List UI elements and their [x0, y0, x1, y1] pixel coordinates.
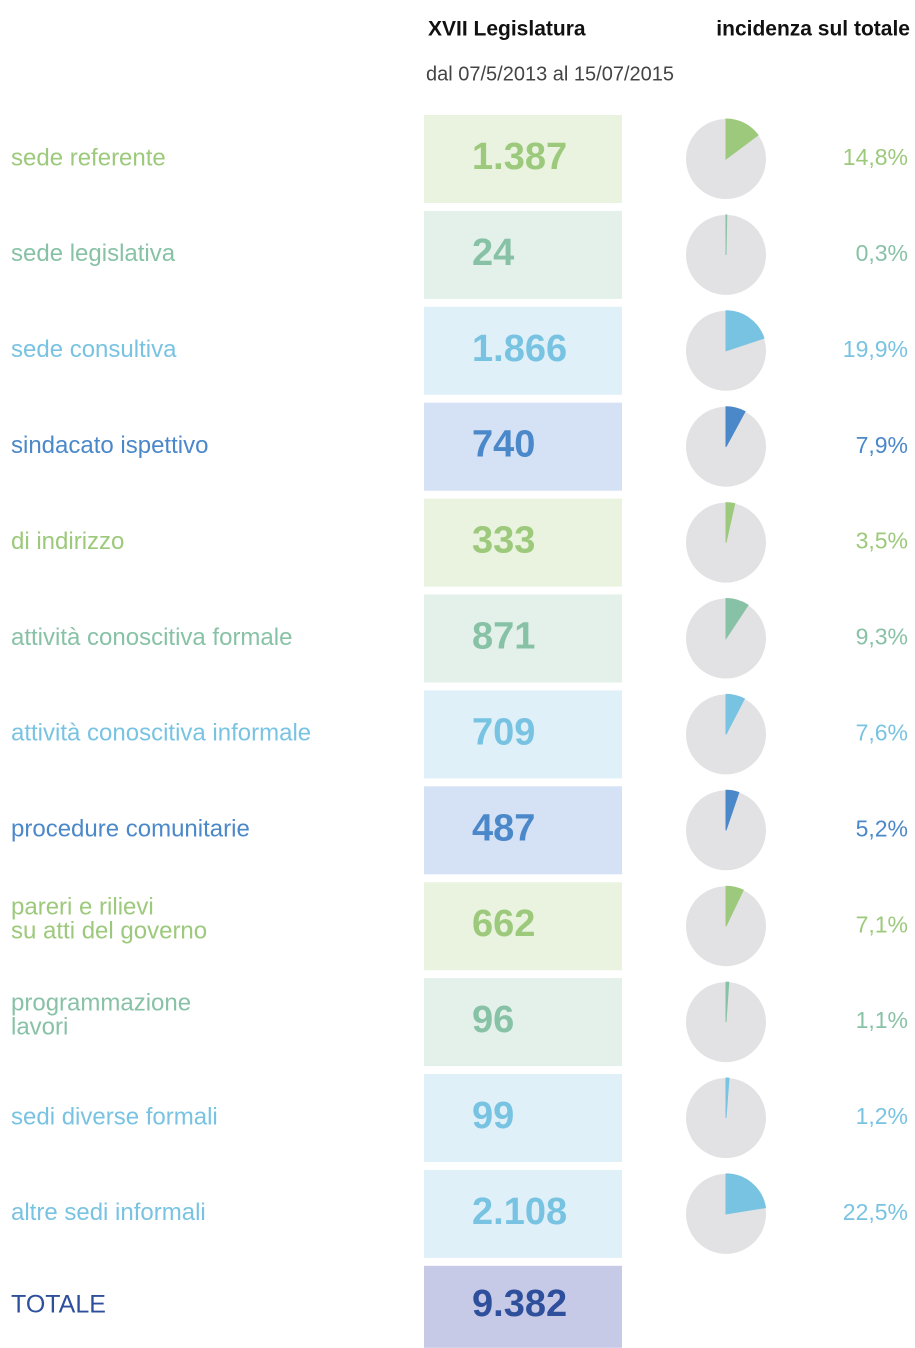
share-label: 1,1%	[856, 1007, 908, 1033]
count-box	[424, 882, 622, 971]
pie-slice	[725, 310, 765, 352]
pie-slice	[725, 789, 740, 831]
row-label: sede consultiva	[11, 336, 177, 363]
count-box	[424, 1074, 622, 1162]
row-label: programmazione	[11, 989, 191, 1016]
share-label: 5,2%	[856, 815, 908, 841]
count: 487	[472, 807, 535, 849]
pie-slice	[725, 1173, 767, 1215]
share-title: incidenza sul totale	[716, 18, 910, 41]
share-label: 19,9%	[843, 336, 908, 362]
pie-slice	[725, 118, 759, 160]
count-box	[424, 115, 622, 203]
count-box	[424, 978, 622, 1067]
pie-slice	[725, 1077, 730, 1119]
row-label: sindacato ispettivo	[11, 432, 208, 459]
pie-slice	[725, 981, 730, 1023]
count: 333	[472, 520, 535, 562]
count-box	[424, 306, 622, 395]
count: 2.108	[472, 1191, 567, 1233]
total-count: 9.382	[472, 1283, 567, 1325]
row-label: attività conoscitiva informale	[11, 720, 311, 747]
share-label: 7,1%	[856, 911, 908, 937]
row-label: lavori	[11, 1013, 68, 1040]
row-label: di indirizzo	[11, 528, 124, 555]
row-label: pareri e rilievi	[11, 894, 154, 921]
pie-slice	[725, 502, 736, 543]
share-label: 14,8%	[843, 144, 908, 170]
row-label: sede legislativa	[11, 240, 176, 267]
period: dal 07/5/2013 al 15/07/2015	[426, 63, 674, 85]
share-label: 22,5%	[843, 1199, 908, 1225]
row-label: sedi diverse formali	[11, 1103, 218, 1130]
share-label: 3,5%	[856, 528, 908, 554]
row-label: su atti del governo	[11, 918, 207, 945]
row-label: altre sedi informali	[11, 1199, 206, 1226]
total-label: TOTALE	[11, 1290, 106, 1318]
column-title: XVII Legislatura	[428, 18, 586, 41]
count: 99	[472, 1095, 514, 1137]
pie-slice	[725, 406, 746, 447]
count: 96	[472, 999, 514, 1041]
count-box	[424, 402, 622, 491]
count-box	[424, 786, 622, 875]
row-label: procedure comunitarie	[11, 816, 250, 843]
pie-slice	[725, 885, 744, 927]
count-box	[424, 210, 622, 299]
pie-slice	[725, 693, 746, 735]
count: 1.387	[472, 136, 567, 178]
total-box	[424, 1265, 622, 1348]
share-label: 7,9%	[856, 432, 908, 458]
share-label: 9,3%	[856, 624, 908, 650]
row-label: sede referente	[11, 144, 166, 171]
count-box	[424, 1169, 622, 1258]
count: 740	[472, 424, 535, 466]
count-box	[424, 594, 622, 683]
share-label: 1,2%	[856, 1103, 908, 1129]
count-box	[424, 690, 622, 779]
pie-slice	[725, 214, 728, 255]
count: 24	[472, 232, 514, 274]
pie-slice	[725, 597, 749, 641]
count: 871	[472, 616, 535, 658]
count: 662	[472, 903, 535, 945]
share-label: 7,6%	[856, 719, 908, 745]
count: 709	[472, 711, 535, 753]
count-box	[424, 498, 622, 587]
share-label: 0,3%	[856, 240, 908, 266]
count: 1.866	[472, 328, 567, 370]
row-label: attività conoscitiva formale	[11, 624, 292, 651]
